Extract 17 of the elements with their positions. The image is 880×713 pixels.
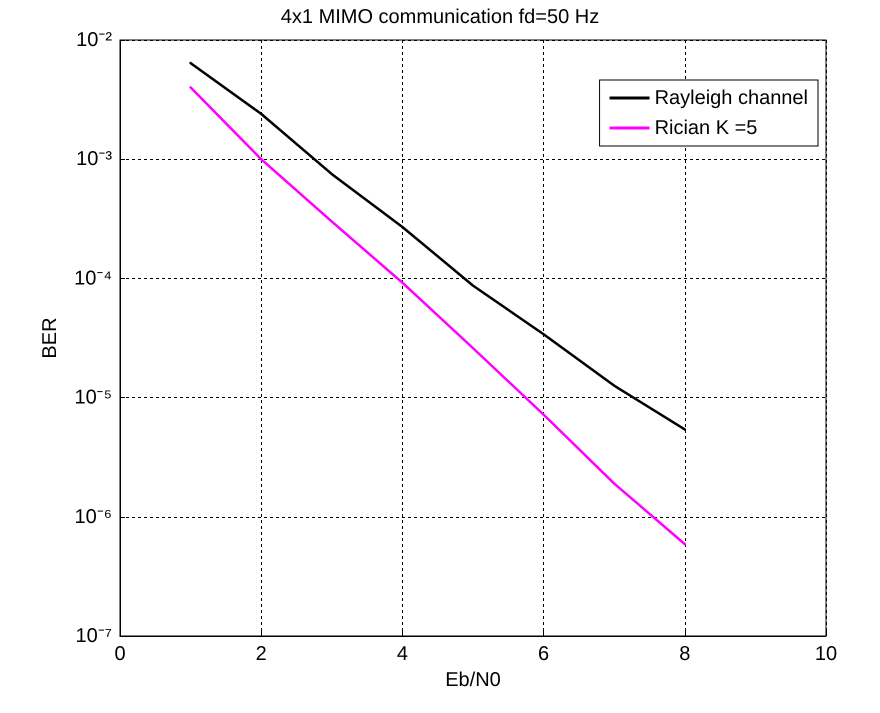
legend-label: Rayleigh channel bbox=[654, 87, 808, 109]
x-tick-label: 8 bbox=[679, 643, 690, 665]
y-tick-label: 10⁻⁶ bbox=[74, 506, 112, 528]
y-tick-label: 10⁻⁴ bbox=[74, 267, 112, 290]
y-tick-label: 10⁻⁷ bbox=[76, 625, 112, 647]
y-tick-label: 10⁻² bbox=[76, 29, 112, 51]
x-tick-label: 0 bbox=[114, 643, 126, 665]
chart-title: 4x1 MIMO communication fd=50 Hz bbox=[280, 6, 600, 28]
legend-label: Rician K =5 bbox=[654, 117, 758, 139]
y-tick-label: 10⁻⁵ bbox=[74, 386, 112, 409]
x-axis-title: Eb/N0 bbox=[445, 669, 501, 691]
x-tick-label: 2 bbox=[256, 643, 267, 665]
x-tick-label: 6 bbox=[538, 643, 550, 665]
x-tick-label: 4 bbox=[396, 643, 408, 665]
y-tick-label: 10⁻³ bbox=[76, 148, 112, 170]
x-tick-label: 10 bbox=[814, 643, 838, 665]
y-axis-title: BER bbox=[39, 317, 61, 359]
